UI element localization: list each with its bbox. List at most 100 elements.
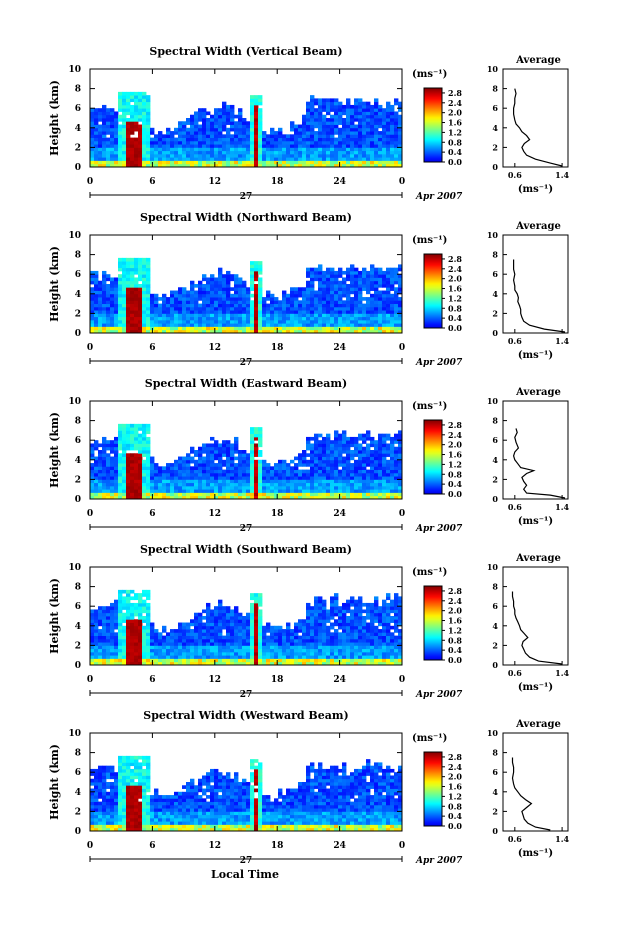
heatmap-cell: [90, 609, 95, 614]
heatmap-cell: [166, 297, 171, 301]
heatmap-cell: [234, 150, 239, 155]
heatmap-cell: [246, 326, 251, 331]
heatmap-cell: [130, 476, 135, 480]
heatmap-cell: [394, 453, 399, 457]
heatmap-cell: [346, 160, 351, 165]
heatmap-cell: [306, 310, 311, 314]
heatmap-cell: [266, 329, 271, 334]
heatmap-cell: [306, 293, 311, 298]
heatmap-cell: [142, 91, 147, 96]
heatmap-cell: [226, 134, 231, 138]
heatmap-cell: [386, 274, 391, 278]
heatmap-cell: [210, 310, 215, 314]
heatmap-cell: [310, 157, 315, 161]
heatmap-cell: [318, 160, 323, 165]
heatmap-cell: [370, 495, 375, 500]
heatmap-cell: [210, 616, 215, 620]
heatmap-cell: [154, 648, 159, 653]
heatmap-cell: [386, 140, 391, 145]
heatmap-cell: [142, 472, 147, 477]
heatmap-cell: [250, 329, 255, 334]
heatmap-cell: [230, 469, 235, 474]
heatmap-cell: [398, 495, 403, 500]
heatmap-cell: [310, 163, 315, 168]
heatmap-cell: [322, 306, 327, 311]
colorbar-tick-label: 0.0: [448, 157, 462, 167]
heatmap-cell: [350, 310, 355, 314]
heatmap-cell: [302, 306, 307, 311]
heatmap-cell: [210, 436, 215, 441]
heatmap-cell: [334, 453, 339, 457]
heatmap-cell: [138, 134, 143, 138]
heatmap-cell: [166, 492, 171, 497]
heatmap-cell: [166, 160, 171, 165]
average-x-tick-label: 0.6: [508, 336, 522, 346]
colorbar-tick-label: 2.4: [448, 430, 462, 440]
heatmap-cell: [146, 323, 151, 327]
heatmap-cell: [110, 609, 115, 614]
heatmap-cell: [94, 619, 99, 623]
heatmap-cell: [130, 456, 135, 461]
heatmap-cell: [262, 316, 267, 321]
heatmap-cell: [262, 648, 267, 653]
heatmap-cell: [270, 153, 275, 158]
heatmap-cell: [338, 287, 343, 291]
heatmap-cell: [314, 436, 319, 441]
heatmap-cell: [210, 472, 215, 477]
heatmap-cell: [214, 661, 219, 666]
heatmap-cell: [162, 303, 167, 308]
heatmap-cell: [234, 153, 239, 158]
heatmap-cell: [106, 638, 111, 643]
heatmap-cell: [342, 485, 347, 490]
heatmap-cell: [330, 300, 335, 304]
heatmap-cell: [214, 144, 219, 148]
heatmap-cell: [242, 495, 247, 500]
heatmap-cell: [174, 319, 179, 324]
heatmap-cell: [382, 306, 387, 311]
heatmap-cell: [130, 602, 135, 607]
heatmap-cell: [126, 655, 131, 659]
heatmap-cell: [246, 638, 251, 643]
heatmap-cell: [306, 313, 311, 318]
heatmap-cell: [370, 287, 375, 291]
heatmap-cell: [218, 599, 223, 604]
heatmap-cell: [162, 150, 167, 155]
heatmap-cell: [366, 111, 371, 116]
heatmap-cell: [254, 277, 259, 282]
heatmap-cell: [198, 446, 203, 451]
heatmap-cell: [242, 131, 247, 135]
heatmap-cell: [254, 140, 259, 145]
heatmap-cell: [258, 430, 263, 435]
heatmap-cell: [146, 642, 151, 646]
heatmap-cell: [194, 485, 199, 490]
heatmap-cell: [298, 482, 303, 487]
heatmap-cell: [382, 293, 387, 298]
heatmap-cell: [90, 482, 95, 487]
heatmap-cell: [106, 476, 111, 480]
heatmap-cell: [210, 157, 215, 161]
heatmap-cell: [394, 160, 399, 165]
heatmap-cell: [146, 287, 151, 291]
heatmap-cell: [358, 118, 363, 122]
heatmap-cell: [378, 290, 383, 295]
heatmap-cell: [122, 323, 127, 327]
heatmap-cell: [114, 492, 119, 497]
heatmap-cell: [258, 658, 263, 663]
heatmap-cell: [226, 316, 231, 321]
heatmap-cell: [110, 476, 115, 480]
heatmap-cell: [110, 485, 115, 490]
heatmap-cell: [342, 303, 347, 308]
heatmap-cell: [146, 616, 151, 620]
heatmap-cell: [378, 111, 383, 116]
heatmap-cell: [298, 124, 303, 129]
heatmap-cell: [394, 144, 399, 148]
heatmap-cell: [246, 124, 251, 129]
heatmap-cell: [110, 121, 115, 125]
heatmap-cell: [354, 482, 359, 487]
heatmap-cell: [254, 619, 259, 623]
heatmap-cell: [178, 163, 183, 168]
heatmap-cell: [234, 144, 239, 148]
heatmap-cell: [334, 270, 339, 275]
heatmap-cell: [246, 137, 251, 142]
heatmap-cell: [222, 118, 227, 122]
